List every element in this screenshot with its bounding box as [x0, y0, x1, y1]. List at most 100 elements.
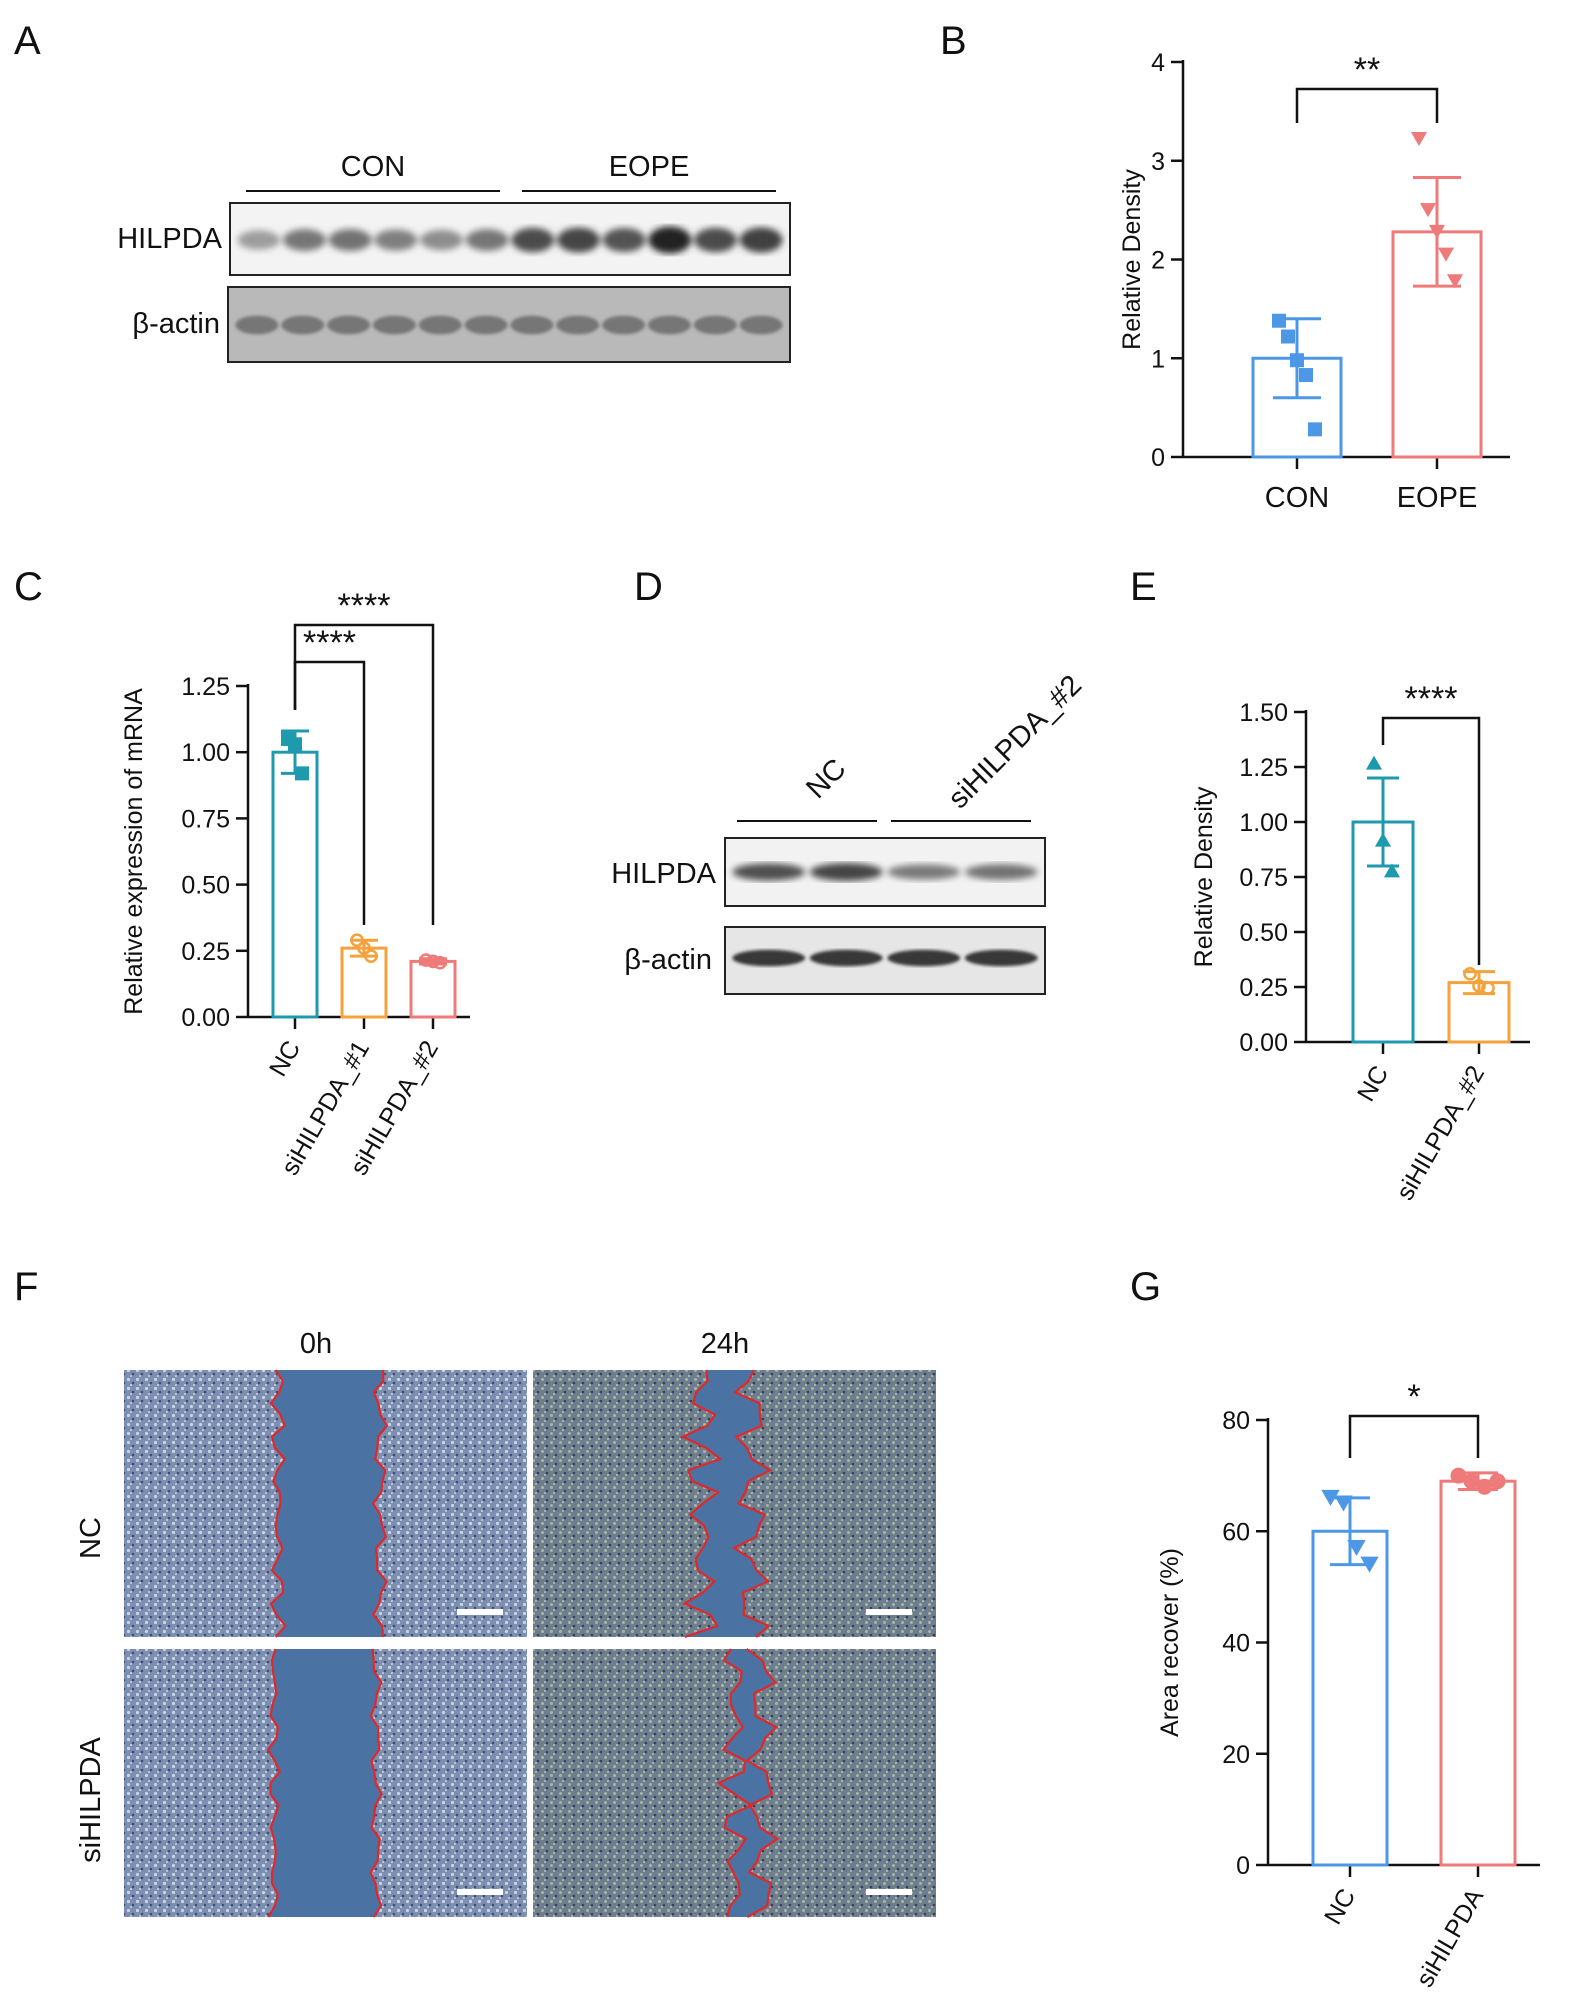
- data-point: [1419, 203, 1437, 218]
- wound-edge-left: [680, 1369, 723, 1639]
- x-tick-label: CON: [1265, 482, 1329, 514]
- scale-bar: [457, 1889, 503, 1895]
- blot-band: [964, 949, 1038, 967]
- wound-gap: [268, 1649, 382, 1917]
- data-point: [1437, 247, 1455, 262]
- blot-band: [557, 227, 600, 253]
- blot-band: [328, 229, 372, 251]
- blot-bands-hilpda-d: [732, 863, 1038, 881]
- data-point: [1489, 1473, 1506, 1490]
- y-tick-label: 1.25: [1239, 754, 1288, 782]
- wound-edge-left: [269, 1369, 287, 1638]
- blot-band: [602, 228, 646, 252]
- blot-band: [372, 315, 416, 335]
- y-tick-label: 0.50: [1239, 919, 1288, 947]
- blot-band: [809, 863, 883, 881]
- blot-band: [237, 230, 281, 250]
- chart-b: 0 1 2 3 4 Relative Density CON EOPE **: [1118, 49, 1510, 514]
- data-point: [1374, 832, 1392, 847]
- data-point: [1272, 313, 1286, 328]
- data-point: [1281, 329, 1295, 344]
- data-point: [295, 766, 309, 781]
- row-label-hilpda-a: HILPDA: [117, 223, 222, 255]
- data-point: [1476, 1478, 1493, 1495]
- significance-label: ****: [1405, 680, 1458, 718]
- y-tick-label: 0.75: [1239, 864, 1288, 892]
- blot-band: [556, 315, 600, 335]
- bar: [1311, 1529, 1389, 1867]
- data-point: [357, 941, 371, 956]
- y-tick-label: 0.25: [181, 938, 230, 966]
- blot-band: [281, 315, 325, 335]
- blot-band: [647, 315, 691, 335]
- blot-band: [739, 227, 783, 253]
- blot-band: [418, 315, 462, 335]
- data-point: [1463, 1473, 1480, 1490]
- blot-band: [887, 949, 961, 967]
- data-point: [288, 737, 302, 752]
- data-point: [433, 955, 447, 970]
- data-point: [1472, 979, 1486, 993]
- significance-bracket: [293, 623, 435, 925]
- blot-band: [732, 863, 806, 881]
- significance-label: ****: [338, 587, 391, 625]
- blot-band: [327, 315, 371, 335]
- panel-e-label: E: [1130, 565, 1157, 609]
- panel-d-label: D: [634, 565, 663, 609]
- x-tick-label: NC: [1319, 1884, 1361, 1929]
- y-tick-label: 80: [1222, 1407, 1250, 1435]
- y-tick-label: 1.00: [181, 739, 230, 767]
- blot-band: [510, 315, 554, 335]
- blot-band: [694, 227, 737, 253]
- y-axis-label: Area recover (%): [1156, 1548, 1184, 1737]
- data-point: [1383, 863, 1401, 878]
- significance-bracket: [1381, 716, 1481, 965]
- data-point: [1299, 368, 1313, 383]
- row-label-hilpda-d: HILPDA: [611, 858, 716, 890]
- data-point: [1290, 353, 1304, 368]
- blot-band: [732, 949, 806, 967]
- panel-a: A CON EOPE HILPDA β-actin: [14, 19, 791, 363]
- bar: [340, 946, 388, 1019]
- blot-bands-actin-a: [235, 315, 783, 335]
- micrograph-image: [124, 1369, 527, 1638]
- chart-g: 0 20 40 60 80 Area recover (%) NC siHILPDA *: [1156, 1378, 1540, 1992]
- x-tick-label: siHILPDA_#2: [1391, 1061, 1490, 1205]
- y-tick-label: 0: [1236, 1852, 1250, 1880]
- wound-edge-left: [266, 1648, 282, 1918]
- blot-band: [374, 229, 418, 251]
- wound-gap: [718, 1649, 778, 1917]
- x-tick-label: EOPE: [1397, 482, 1478, 514]
- chart-e: 0.00 0.25 0.50 0.75 1.00 1.25 1.50 Relative Den…: [1190, 680, 1530, 1205]
- wound-edge-right: [371, 1369, 389, 1638]
- panel-f-label: F: [14, 1265, 38, 1309]
- blot-band: [964, 864, 1038, 880]
- y-tick-label: 0.50: [181, 872, 230, 900]
- col-label-0h: 0h: [300, 1328, 332, 1360]
- blot-bands-actin-d: [732, 949, 1038, 967]
- y-tick-label: 1.00: [1239, 809, 1288, 837]
- y-tick-label: 0.75: [181, 805, 230, 833]
- data-point: [1365, 755, 1383, 770]
- blot-band: [693, 315, 737, 335]
- x-tick-label: NC: [1352, 1061, 1394, 1106]
- micrograph-grid: [124, 1369, 936, 1918]
- bar: [271, 750, 319, 1019]
- data-point: [426, 954, 440, 969]
- data-point: [1360, 1556, 1379, 1573]
- data-point: [1410, 132, 1428, 147]
- data-point: [1308, 422, 1322, 437]
- blot-band: [511, 227, 555, 253]
- significance-bracket: [1295, 87, 1439, 123]
- data-point: [1334, 1495, 1353, 1512]
- data-point: [1428, 224, 1446, 239]
- panel-g-label: G: [1130, 1265, 1161, 1309]
- group-label-eope: EOPE: [609, 151, 690, 183]
- wound-edge-right: [745, 1648, 780, 1918]
- blot-band: [465, 229, 509, 251]
- significance-label: *: [1407, 1378, 1420, 1416]
- y-tick-label: 40: [1222, 1630, 1250, 1658]
- blot-band: [602, 315, 646, 335]
- panel-f: F 0h 24h NC siHILPDA: [14, 1265, 936, 1918]
- panel-c-label: C: [14, 565, 43, 609]
